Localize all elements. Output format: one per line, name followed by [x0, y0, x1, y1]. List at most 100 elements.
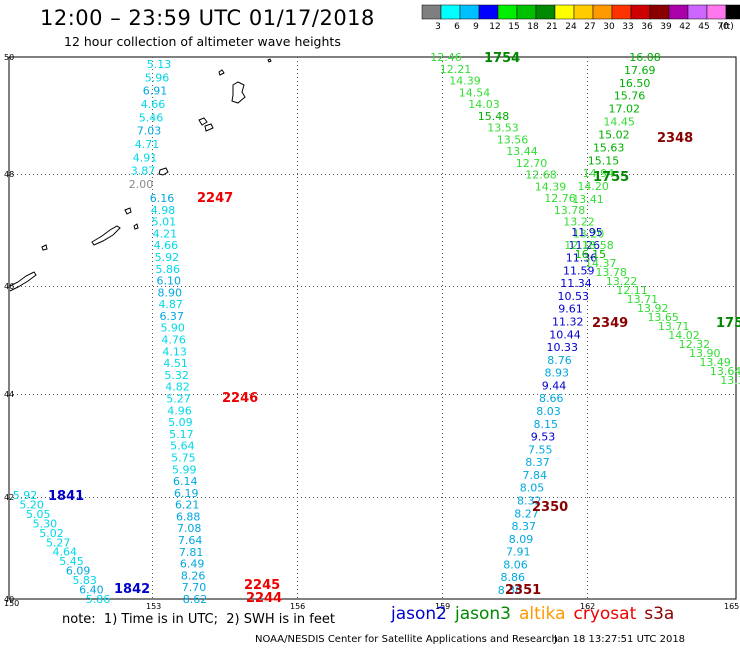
lon-label-162: 162	[580, 602, 595, 611]
wave-height-value: 6.10	[157, 275, 182, 288]
wave-height-value: 6.40	[79, 584, 104, 597]
wave-height-value: 4.87	[158, 298, 183, 311]
pass-time-label: 2348	[657, 131, 693, 146]
wave-height-value: 13.71	[627, 293, 659, 306]
colorbar-swatch	[535, 4, 556, 20]
wave-height-value: 5.46	[139, 111, 164, 124]
wave-height-value: 4.64	[53, 546, 78, 559]
wave-height-value: 4.91	[133, 151, 158, 164]
colorbar-swatch	[706, 4, 727, 20]
pass-time-label: 175	[716, 316, 740, 331]
pass-time-label: 2247	[197, 191, 233, 206]
colorbar-label: 45	[698, 22, 709, 32]
legend-jason3: jason3	[455, 604, 511, 624]
wave-height-value: 4.98	[151, 204, 176, 217]
track-jason2: 6.164.985.014.214.665.925.866.108.904.87…	[150, 192, 208, 606]
wave-height-value: 13.58	[582, 239, 614, 252]
wave-height-value: 9.53	[531, 431, 556, 444]
wave-height-value: 6.49	[180, 558, 205, 571]
wave-height-value: 14.37	[585, 257, 617, 270]
wave-height-value: 4.76	[161, 334, 186, 347]
track-jason2: 11.9511.2611.3611.5911.3410.539.6111.321…	[498, 226, 603, 597]
wave-height-value: 17.69	[624, 64, 656, 77]
pass-time-label: 1841	[48, 489, 84, 504]
wave-height-value: 13.78	[595, 266, 627, 279]
wave-height-value: 7.08	[177, 522, 202, 535]
wave-height-value: 5.86	[86, 593, 111, 606]
wave-height-value: 14.94	[583, 167, 615, 180]
wave-height-value: 5.32	[164, 369, 189, 382]
legend-cryosat: cryosat	[573, 604, 637, 624]
wave-height-value: 15.02	[598, 129, 630, 142]
colorbar-swatch	[478, 4, 499, 20]
colorbar-swatch	[516, 4, 537, 20]
wave-height-value: 8.37	[512, 520, 537, 533]
wave-height-value: 4.66	[154, 239, 179, 252]
wave-height-value: 8.32	[517, 495, 542, 508]
colorbar-swatch	[421, 4, 442, 20]
wave-height-value: 14.39	[535, 180, 567, 193]
wave-height-value: 5.86	[156, 263, 181, 276]
colorbar-label: 21	[546, 22, 557, 32]
wave-height-value: 14.02	[668, 329, 700, 342]
colorbar-label: 33	[622, 22, 633, 32]
colorbar-label: 3	[435, 22, 441, 32]
track-jason3: 16.0817.6916.5015.7617.0214.4515.0215.63…	[572, 51, 661, 206]
wave-height-value: 9.44	[542, 379, 567, 392]
colorbar-swatch	[630, 4, 651, 20]
legend-s3a: s3a	[644, 604, 675, 624]
wave-height-value: 8.09	[509, 533, 534, 546]
wave-height-value: 7.91	[506, 546, 531, 559]
wave-height-value: 14.03	[468, 98, 500, 111]
satellite-legend: jason2 jason3 altika cryosat s3a	[391, 604, 682, 624]
wave-height-value: 5.64	[170, 440, 195, 453]
wave-height-value: 6.91	[143, 85, 168, 98]
wave-height-value: 6.37	[159, 310, 184, 323]
wave-height-value: 12.68	[525, 169, 557, 182]
colorbar-label: 15	[508, 22, 519, 32]
wave-height-value: 17.02	[609, 103, 641, 116]
wave-height-value: 5.75	[171, 452, 196, 465]
wave-height-value: 8.37	[525, 456, 550, 469]
wave-height-value: 6.09	[66, 565, 91, 578]
colorbar-label: 70	[717, 22, 729, 32]
wave-height-value: 13.44	[506, 145, 538, 158]
wave-height-value: 13.20	[573, 227, 605, 240]
wave-height-value: 13.49	[699, 356, 731, 369]
wave-height-value: 14.45	[603, 116, 635, 129]
wave-height-value: 10.44	[549, 328, 581, 341]
lat-label-40: 40	[4, 595, 14, 604]
pass-time-label: 2245	[244, 578, 280, 593]
colorbar-swatch	[649, 4, 670, 20]
wave-height-value: 7.84	[523, 469, 548, 482]
wave-height-value: 5.99	[172, 463, 197, 476]
wave-height-value: 12.70	[516, 157, 548, 170]
wave-height-value: 15.15	[588, 154, 620, 167]
wave-height-value: 12.32	[679, 338, 711, 351]
wave-height-value: 6.16	[150, 192, 175, 205]
wave-height-value: 11.36	[566, 252, 598, 265]
wave-height-value: 14.20	[577, 180, 609, 193]
wave-height-value: 4.66	[141, 98, 166, 111]
lon-label-165: 165	[724, 602, 739, 611]
wave-height-value: 7.81	[179, 546, 204, 559]
colorbar-swatch	[611, 4, 632, 20]
wave-height-value: 11.59	[563, 264, 595, 277]
wave-height-value: 11.26	[569, 239, 601, 252]
lon-label-159: 159	[435, 602, 450, 611]
track-jason2: 5.135.966.914.665.467.034.714.913.872.00	[129, 58, 172, 191]
wave-height-value: 5.17	[169, 428, 194, 441]
colorbar-label: 30	[603, 22, 615, 32]
wave-height-value: 5.09	[168, 416, 193, 429]
wave-height-value: 2.00	[129, 178, 154, 191]
wave-height-value: 6.88	[176, 510, 201, 523]
wave-height-value: 5.20	[19, 499, 44, 512]
wave-height-value: 13.65	[647, 311, 679, 324]
colorbar-label: 39	[660, 22, 672, 32]
wave-height-value: 13.53	[487, 122, 519, 135]
wave-height-value: 5.45	[59, 555, 84, 568]
wave-height-value: 13.92	[637, 302, 669, 315]
lon-label-150: 150	[4, 599, 19, 608]
wave-height-value: 8.05	[520, 482, 545, 495]
